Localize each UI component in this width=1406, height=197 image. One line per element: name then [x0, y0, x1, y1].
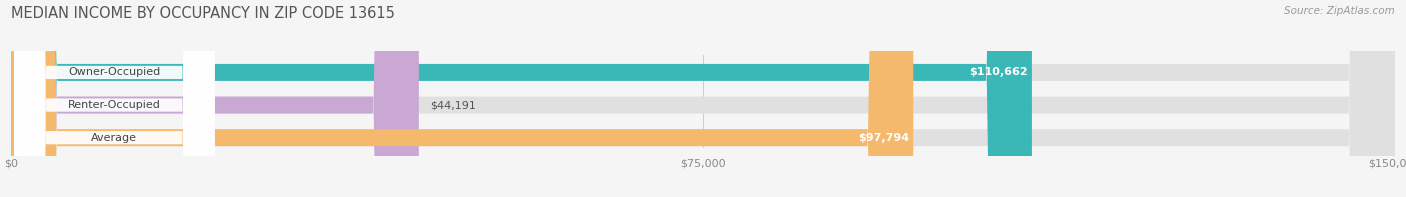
Text: Renter-Occupied: Renter-Occupied: [67, 100, 160, 110]
Text: $44,191: $44,191: [430, 100, 475, 110]
Text: $110,662: $110,662: [969, 67, 1028, 77]
Text: $97,794: $97,794: [858, 133, 910, 143]
Text: Source: ZipAtlas.com: Source: ZipAtlas.com: [1284, 6, 1395, 16]
FancyBboxPatch shape: [11, 0, 1395, 197]
Text: Owner-Occupied: Owner-Occupied: [69, 67, 160, 77]
Text: MEDIAN INCOME BY OCCUPANCY IN ZIP CODE 13615: MEDIAN INCOME BY OCCUPANCY IN ZIP CODE 1…: [11, 6, 395, 21]
FancyBboxPatch shape: [11, 0, 1395, 197]
FancyBboxPatch shape: [11, 0, 914, 197]
FancyBboxPatch shape: [11, 0, 419, 197]
FancyBboxPatch shape: [14, 0, 215, 197]
FancyBboxPatch shape: [11, 0, 1395, 197]
Text: Average: Average: [91, 133, 138, 143]
FancyBboxPatch shape: [14, 0, 215, 197]
FancyBboxPatch shape: [14, 0, 215, 197]
FancyBboxPatch shape: [11, 0, 1032, 197]
